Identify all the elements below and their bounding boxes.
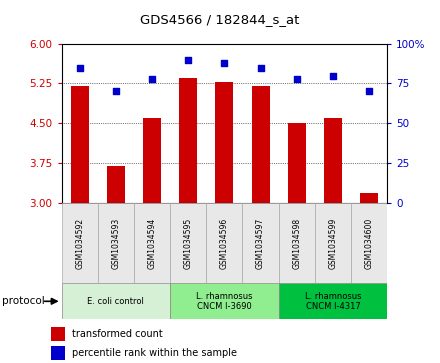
Bar [279,203,315,283]
Text: GSM1034598: GSM1034598 [292,218,301,269]
Bar [242,203,279,283]
Text: GDS4566 / 182844_s_at: GDS4566 / 182844_s_at [140,13,300,26]
Text: GSM1034596: GSM1034596 [220,217,229,269]
Bar [360,193,378,203]
Point [149,76,156,82]
Text: GSM1034593: GSM1034593 [111,217,121,269]
Bar [107,166,125,203]
Bar [179,78,197,203]
Bar [62,283,170,319]
Point [221,60,228,66]
Bar [98,203,134,283]
Text: GSM1034599: GSM1034599 [328,217,337,269]
Bar [143,118,161,203]
Text: GSM1034594: GSM1034594 [147,217,157,269]
Bar [279,283,387,319]
Text: E. coli control: E. coli control [88,297,144,306]
Text: percentile rank within the sample: percentile rank within the sample [72,348,237,358]
Text: GSM1034597: GSM1034597 [256,217,265,269]
Bar [351,203,387,283]
Bar [51,346,65,360]
Point [76,65,83,70]
Text: protocol: protocol [2,296,45,306]
Point [257,65,264,70]
Bar [170,283,279,319]
Bar [134,203,170,283]
Bar [315,203,351,283]
Point [185,57,192,62]
Point [112,89,119,94]
Text: L. rhamnosus
CNCM I-4317: L. rhamnosus CNCM I-4317 [304,291,361,311]
Point [330,73,337,78]
Bar [71,86,89,203]
Point [293,76,300,82]
Text: transformed count: transformed count [72,329,163,339]
Bar [62,203,98,283]
Text: GSM1034600: GSM1034600 [365,217,374,269]
Text: GSM1034592: GSM1034592 [75,218,84,269]
Bar [252,86,270,203]
Point [366,89,373,94]
Bar [51,327,65,341]
Text: GSM1034595: GSM1034595 [184,217,193,269]
Bar [170,203,206,283]
Bar [215,82,234,203]
Bar [206,203,242,283]
Bar [288,123,306,203]
Bar [324,118,342,203]
Text: L. rhamnosus
CNCM I-3690: L. rhamnosus CNCM I-3690 [196,291,253,311]
